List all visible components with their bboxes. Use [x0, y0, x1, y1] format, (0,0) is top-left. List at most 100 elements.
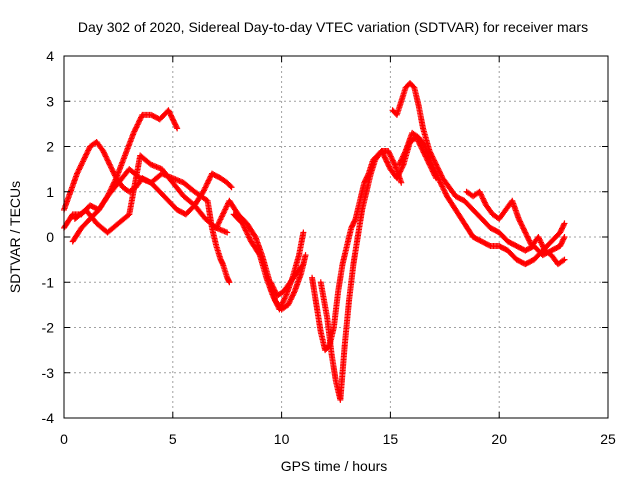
- data-point-marker: [440, 186, 447, 193]
- data-point-marker: [537, 238, 544, 245]
- data-point-marker: [134, 121, 141, 128]
- data-point-marker: [136, 117, 143, 124]
- data-point-marker: [201, 185, 208, 192]
- data-point-marker: [437, 179, 444, 186]
- data-point-marker: [74, 169, 81, 176]
- data-point-marker: [521, 228, 528, 235]
- data-point-marker: [131, 128, 138, 135]
- data-point-marker: [130, 129, 137, 136]
- data-point-marker: [524, 234, 531, 241]
- data-point-marker: [399, 164, 406, 171]
- data-point-marker: [108, 165, 115, 172]
- data-point-marker: [398, 156, 405, 163]
- data-point-marker: [80, 157, 87, 164]
- data-point-marker: [515, 215, 522, 222]
- data-point-marker: [431, 167, 438, 174]
- data-point-marker: [109, 167, 116, 174]
- data-point-marker: [75, 167, 82, 174]
- data-point-marker: [135, 120, 142, 127]
- data-point-marker: [525, 236, 532, 243]
- data-point-marker: [105, 191, 112, 198]
- data-point-marker: [477, 191, 484, 198]
- data-point-marker: [82, 153, 89, 160]
- data-point-marker: [433, 172, 440, 179]
- y-tick-label: 2: [46, 139, 54, 155]
- data-point-marker: [522, 229, 529, 236]
- data-point-marker: [83, 151, 90, 158]
- data-point-marker: [105, 190, 112, 197]
- data-point-marker: [398, 165, 405, 172]
- data-point-marker: [270, 284, 277, 291]
- data-point-marker: [200, 187, 207, 194]
- data-point-marker: [399, 154, 406, 161]
- data-point-marker: [243, 228, 250, 235]
- data-point-marker: [521, 226, 528, 233]
- data-point-marker: [133, 124, 140, 131]
- data-point-marker: [539, 242, 546, 249]
- data-point-marker: [272, 288, 279, 295]
- data-point-marker: [523, 232, 530, 239]
- data-point-marker: [399, 162, 406, 169]
- data-point-marker: [522, 230, 529, 237]
- data-point-marker: [439, 184, 446, 191]
- data-point-marker: [288, 295, 295, 302]
- axis-ticks: 0 5 10 15 20 25 -4 -3 -2 -1 0 1 2 3 4: [42, 48, 616, 447]
- data-point-marker: [242, 225, 249, 232]
- data-point-marker: [476, 188, 483, 195]
- data-point-marker: [79, 158, 86, 165]
- series-track-j: [389, 80, 568, 259]
- data-point-marker: [174, 125, 181, 132]
- data-point-marker: [540, 244, 547, 251]
- data-point-marker: [391, 160, 398, 167]
- data-point-marker: [131, 127, 138, 134]
- data-point-marker: [386, 150, 393, 157]
- data-point-marker: [203, 181, 210, 188]
- data-point-marker: [291, 289, 298, 296]
- data-point-marker: [300, 229, 307, 236]
- data-point-marker: [206, 176, 213, 183]
- data-point-marker: [111, 179, 118, 186]
- data-point-marker: [240, 221, 247, 228]
- data-point-marker: [81, 154, 88, 161]
- data-point-marker: [132, 125, 139, 132]
- data-point-marker: [101, 150, 108, 157]
- data-point-marker: [77, 163, 84, 170]
- data-point-marker: [438, 182, 445, 189]
- data-point-marker: [241, 224, 248, 231]
- data-point-marker: [84, 148, 91, 155]
- data-point-marker: [480, 196, 487, 203]
- data-point-marker: [537, 239, 544, 246]
- data-point-marker: [390, 158, 397, 165]
- data-point-marker: [242, 227, 249, 234]
- y-tick-label: -3: [42, 365, 55, 381]
- data-point-marker: [100, 149, 107, 156]
- data-point-marker: [560, 235, 567, 242]
- data-point-marker: [300, 261, 307, 268]
- data-point-marker: [246, 234, 253, 241]
- data-point-marker: [277, 305, 284, 312]
- data-point-marker: [112, 176, 119, 183]
- data-point-marker: [133, 122, 140, 129]
- data-point-marker: [102, 152, 109, 159]
- data-point-marker: [273, 299, 280, 306]
- data-point-marker: [385, 149, 392, 156]
- data-point-marker: [518, 221, 525, 228]
- data-point-marker: [433, 171, 440, 178]
- series-track-c: [69, 107, 181, 245]
- data-point-marker: [109, 168, 116, 175]
- data-point-marker: [276, 306, 283, 313]
- data-point-marker: [135, 118, 142, 125]
- chart-title: Day 302 of 2020, Sidereal Day-to-day VTE…: [78, 19, 588, 35]
- y-tick-label: -4: [42, 410, 55, 426]
- data-point-marker: [561, 234, 568, 240]
- data-point-marker: [560, 221, 567, 228]
- data-point-marker: [277, 303, 284, 310]
- data-point-marker: [273, 300, 280, 307]
- data-point-marker: [441, 189, 448, 196]
- data-point-marker: [396, 160, 403, 167]
- x-tick-label: 25: [600, 431, 616, 447]
- y-tick-label: -2: [42, 320, 55, 336]
- x-tick-label: 15: [383, 431, 399, 447]
- data-point-marker: [103, 154, 110, 161]
- data-point-marker: [560, 257, 567, 264]
